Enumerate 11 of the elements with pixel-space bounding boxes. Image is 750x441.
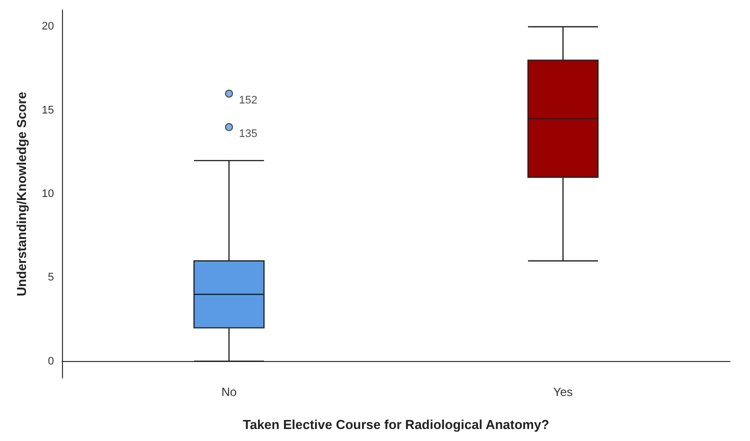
y-tick-label: 10 [42,188,54,200]
x-axis-title: Taken Elective Course for Radiological Anatomy? [242,417,550,432]
annotation: 152 [239,94,258,107]
annotation: 135 [239,128,258,140]
y-tick-label: 5 [48,272,54,284]
y-tick-label: 15 [42,104,54,116]
y-axis-title: Understanding/Knowledge Score [14,92,29,296]
x-tick-label: No [221,385,237,399]
y-tick-label: 0 [48,355,54,368]
y-tick-label: 20 [42,20,54,33]
x-tick-label: Yes [553,385,573,399]
